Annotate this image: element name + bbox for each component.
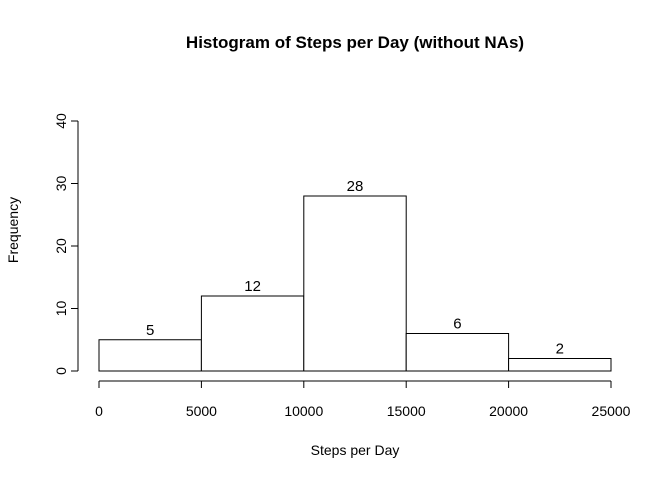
y-tick-label: 10 [53,301,69,317]
bar-value-label: 2 [556,341,564,358]
histogram-bar [98,339,202,372]
y-tick-label: 40 [53,113,69,129]
x-tick-label: 20000 [489,403,528,419]
chart-title: Histogram of Steps per Day (without NAs) [186,33,524,52]
y-tick-label: 30 [53,176,69,192]
x-tick-label: 25000 [592,403,631,419]
x-tick-label: 5000 [186,403,217,419]
x-tick-label: 10000 [284,403,323,419]
x-tick-label: 15000 [387,403,426,419]
bar-value-label: 6 [453,316,461,333]
x-axis-label: Steps per Day [311,442,400,458]
bars [98,195,612,372]
y-tick-label: 0 [53,367,69,375]
y-axis: 0 10 20 30 40 [53,113,79,375]
data-labels: 5 12 28 6 2 [146,178,564,358]
histogram-bar [303,195,407,372]
x-tick-label: 0 [95,403,103,419]
bar-value-label: 28 [347,178,364,195]
histogram-bar [200,295,305,372]
bar-value-label: 5 [146,322,154,339]
histogram-bar [405,333,510,372]
y-axis-label: Frequency [5,197,21,263]
bar-value-label: 12 [244,278,261,295]
histogram-bar [508,358,612,372]
y-tick-label: 20 [53,238,69,254]
x-axis: 0 5000 10000 15000 20000 25000 [95,380,631,419]
